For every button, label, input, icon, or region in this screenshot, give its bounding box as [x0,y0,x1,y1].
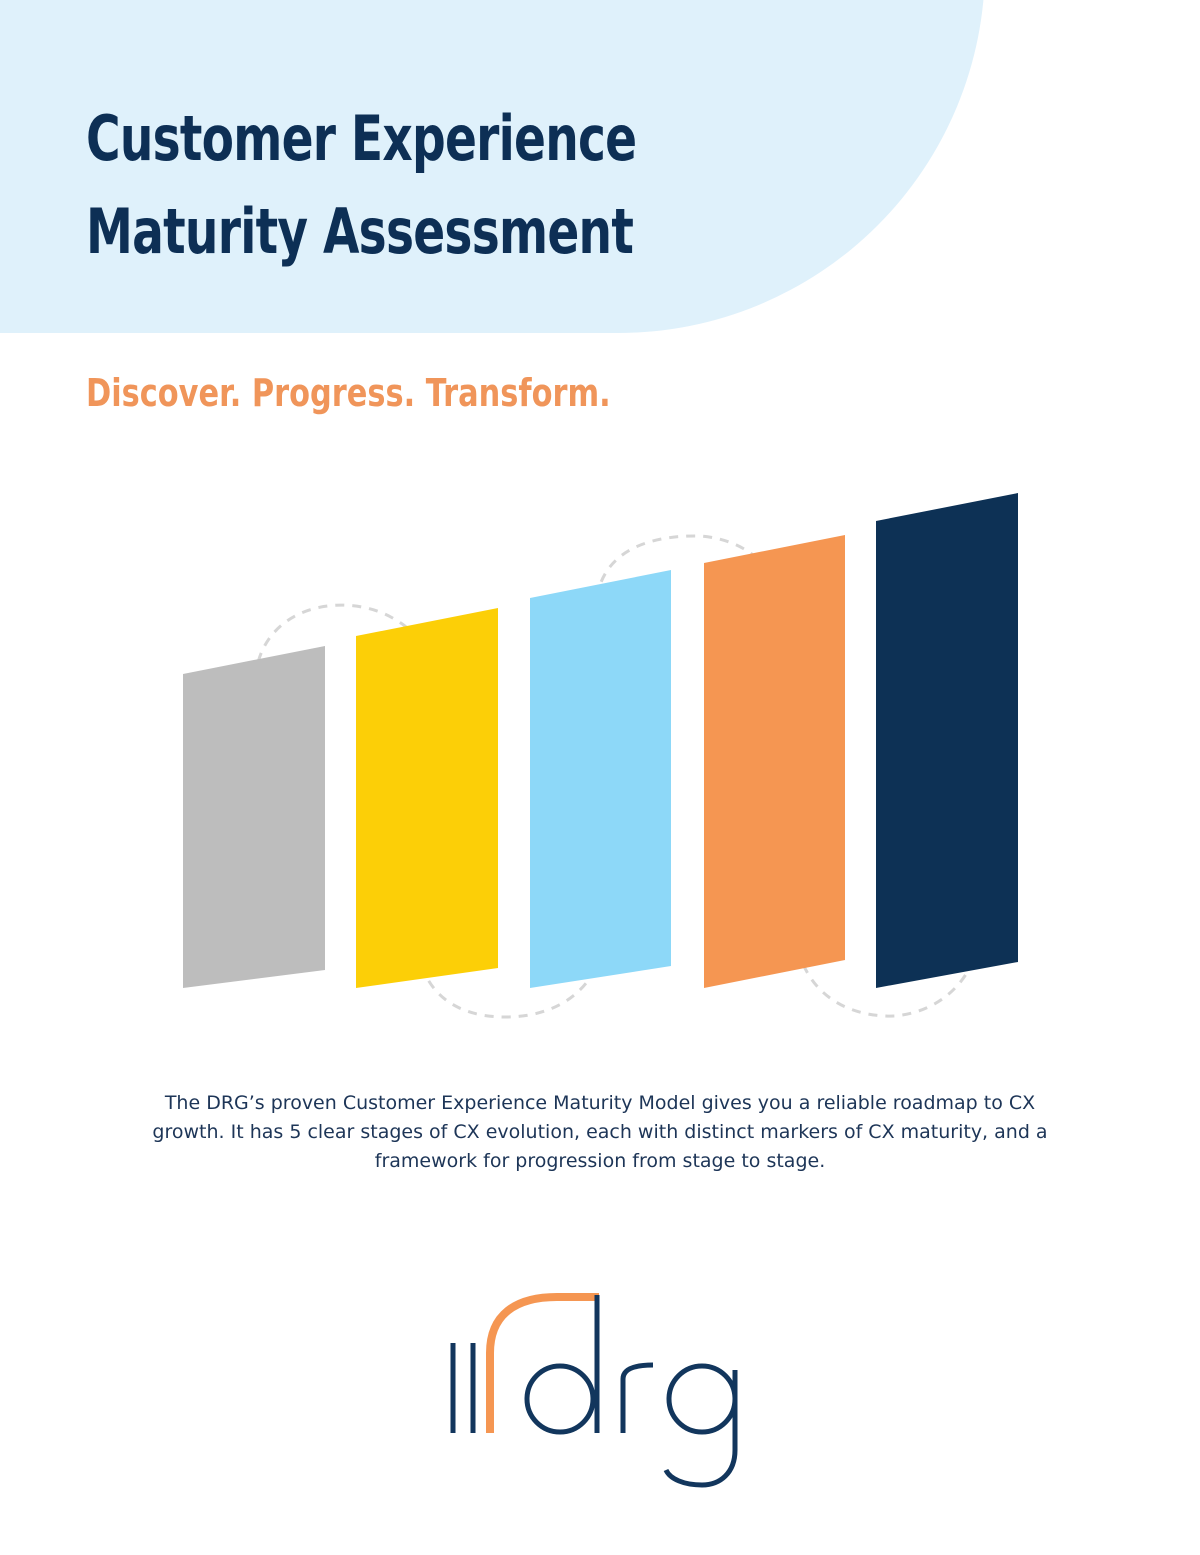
stage-4-bar [704,535,845,988]
stage-5-bar [876,493,1018,988]
page-title: Customer Experience Maturity Assessment [86,92,637,278]
logo-letter-g-tail [663,1370,738,1488]
stage-3-bar [530,570,671,988]
logo-letter-g-bowl [666,1363,738,1435]
drg-logo-mark [450,1293,738,1488]
title-line-2: Maturity Assessment [86,195,634,268]
logo-accent-arc [486,1293,599,1433]
logo-letter-d-bowl [524,1363,596,1435]
tagline: Discover. Progress. Transform. [86,371,611,415]
title-line-1: Customer Experience [86,102,637,175]
stage-2-bar [356,608,498,988]
stage-1-bar [183,646,325,988]
connector-2-3 [415,914,607,1019]
description-paragraph: The DRG’s proven Customer Experience Mat… [152,1092,1048,1172]
logo-letter-r [620,1362,654,1433]
drg-logo [450,1293,738,1488]
